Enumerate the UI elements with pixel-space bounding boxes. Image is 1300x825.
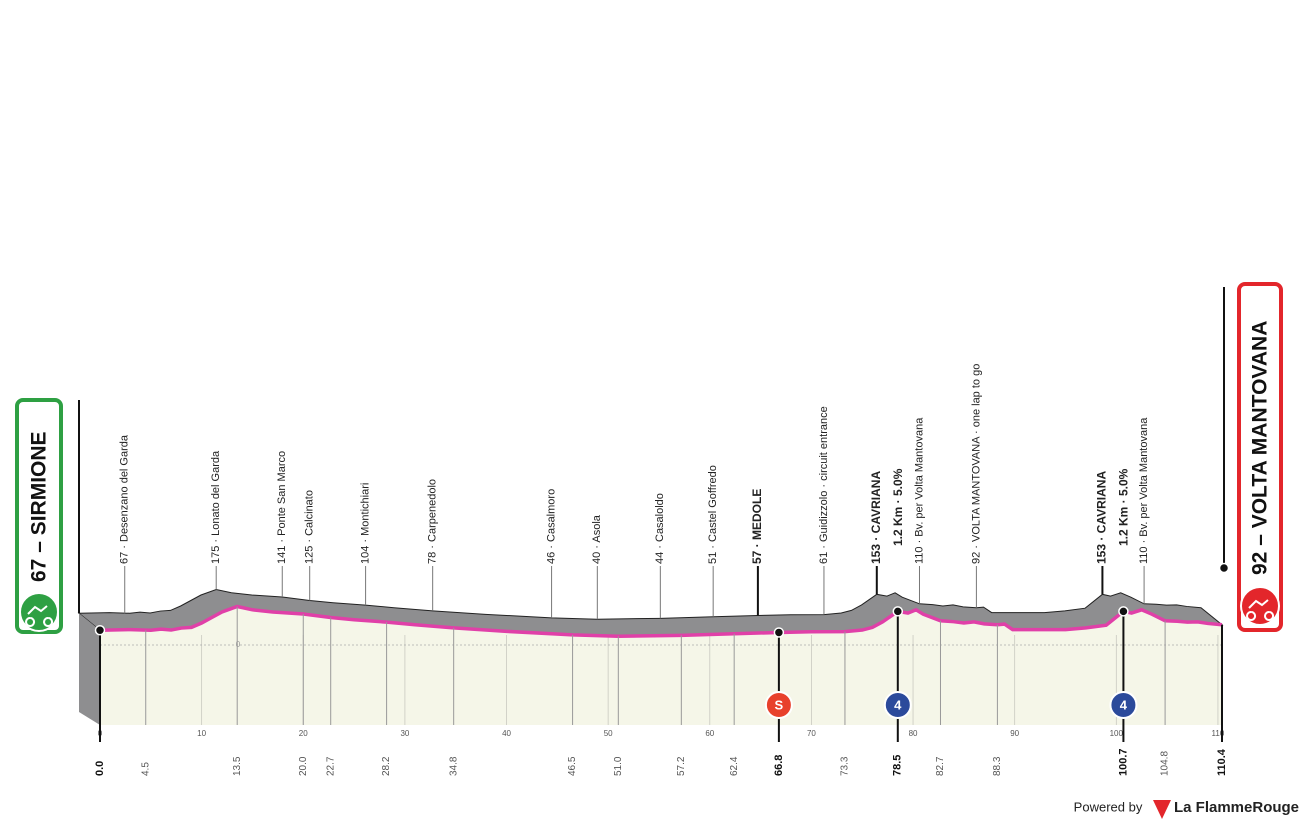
waypoint-label: 46 · Casalmoro [545, 489, 557, 564]
x-tick-label: 110 [1212, 729, 1225, 738]
km-label: 82.7 [935, 756, 946, 776]
km-label: 73.3 [840, 756, 851, 776]
x-tick-label: 10 [197, 729, 206, 738]
start-dot [94, 625, 106, 636]
x-tick-label: 50 [604, 729, 613, 738]
finish-dot [1218, 562, 1230, 574]
waypoint-icon-text: 4 [894, 697, 902, 712]
x-tick-label: 90 [1010, 729, 1019, 738]
waypoint-dot [773, 627, 785, 638]
km-label: 62.4 [729, 756, 740, 776]
finish-box [1237, 282, 1283, 632]
km-label: 110.4 [1216, 748, 1228, 776]
waypoint-detail: 1.2 Km · 5.0% [891, 468, 905, 546]
waypoint-label: 175 · Lonato del Garda [210, 450, 222, 564]
x-tick-label: 70 [807, 729, 816, 738]
waypoint-label: 61 · Guidizzolo · circuit entrance [818, 406, 830, 564]
waypoint-label: 153 · CAVRIANA [1095, 471, 1109, 564]
waypoint-label: 104 · Montichiari [360, 483, 372, 564]
profile-area [100, 606, 1222, 725]
start-label: 67 – SIRMIONE [28, 431, 51, 582]
km-label: 34.8 [448, 756, 459, 776]
waypoint-label: 92 · VOLTA MANTOVANA · one lap to go [970, 364, 982, 564]
waypoint-icon [1109, 691, 1138, 719]
finish-label: 92 – VOLTA MANTOVANA [1249, 321, 1272, 575]
waypoint-label: 57 · MEDOLE [750, 489, 764, 564]
km-label: 100.7 [1117, 748, 1129, 776]
bike-glyph [1246, 599, 1275, 621]
y-tick-label: 0 [236, 640, 241, 649]
start-icon [19, 592, 59, 632]
waypoint-dot [892, 606, 904, 617]
footer-prefix: Powered by [1074, 799, 1143, 814]
waypoint-detail: 1.2 Km · 5.0% [1117, 468, 1131, 546]
km-label: 22.7 [325, 756, 336, 776]
km-label: 66.8 [773, 755, 785, 776]
waypoint-label: 44 · Casaloldo [654, 493, 666, 564]
waypoint-label: 110 · Bv. per Volta Mantovana [1138, 417, 1150, 564]
brand-logo [1153, 800, 1171, 819]
x-tick-label: 100 [1110, 729, 1124, 738]
waypoint-label: 67 · Desenzano del Garda [119, 434, 131, 564]
waypoint-label: 78 · Carpenedolo [427, 479, 439, 564]
km-label: 78.5 [892, 755, 904, 776]
waypoint-label: 40 · Asola [591, 514, 603, 564]
km-label: 0.0 [94, 761, 106, 776]
x-tick-label: 40 [502, 729, 511, 738]
x-tick-label: 20 [299, 729, 308, 738]
km-label: 46.5 [567, 756, 578, 776]
x-tick-label: 60 [705, 729, 714, 738]
waypoint-label: 51 · Castel Goffredo [707, 465, 719, 564]
x-tick-label: 80 [909, 729, 918, 738]
profile-layer: 01020304050607080901001100 [77, 588, 1225, 738]
footer-brand: La FlammeRouge [1174, 799, 1299, 816]
km-label: 20.0 [298, 756, 309, 776]
waypoint-label: 153 · CAVRIANA [869, 471, 883, 564]
km-label: 51.0 [613, 756, 624, 776]
km-label: 4.5 [140, 762, 151, 776]
finish-icon [1240, 586, 1280, 626]
waypoint-label: 125 · Calcinato [304, 490, 316, 564]
waypoint-label: 110 · Bv. per Volta Mantovana [913, 417, 925, 564]
bike-glyph [25, 605, 54, 627]
waypoint-dot [1118, 606, 1129, 617]
waypoint-icon [764, 691, 793, 719]
km-label: 28.2 [381, 756, 392, 776]
x-tick-label: 30 [400, 729, 409, 738]
km-label: 104.8 [1160, 751, 1171, 776]
waypoint-icon-text: S [775, 697, 784, 712]
profile-side [79, 613, 100, 725]
waypoint-icon [883, 691, 912, 719]
km-label: 13.5 [232, 756, 243, 776]
waypoint-icon-text: 4 [1120, 697, 1128, 712]
km-label: 57.2 [676, 756, 687, 776]
km-label: 88.3 [992, 756, 1003, 776]
waypoint-label: 141 · Ponte San Marco [276, 451, 288, 564]
